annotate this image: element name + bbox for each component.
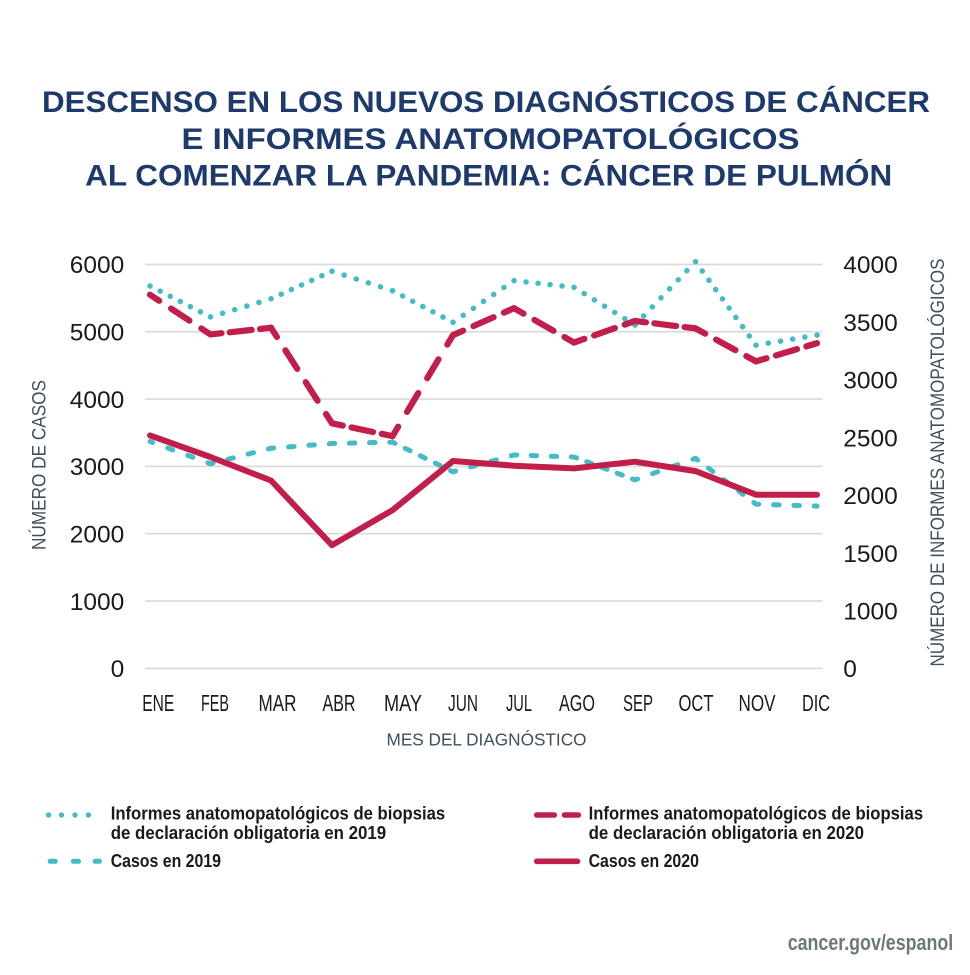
svg-text:Casos en 2020: Casos en 2020 <box>589 851 699 871</box>
svg-text:3000: 3000 <box>843 368 898 395</box>
svg-text:6000: 6000 <box>70 252 125 279</box>
svg-text:MES DEL DIAGNÓSTICO: MES DEL DIAGNÓSTICO <box>387 729 587 750</box>
svg-text:de declaración obligatoria en: de declaración obligatoria en 2019 <box>111 823 386 843</box>
svg-text:0: 0 <box>843 656 857 683</box>
svg-text:ABR: ABR <box>323 690 356 716</box>
svg-text:2500: 2500 <box>843 425 898 452</box>
svg-text:2000: 2000 <box>70 522 125 549</box>
svg-text:1000: 1000 <box>70 589 125 616</box>
svg-text:Informes anatomopatológicos de: Informes anatomopatológicos de biopsias <box>111 803 446 823</box>
svg-text:AGO: AGO <box>559 690 595 716</box>
svg-text:OCT: OCT <box>679 690 714 716</box>
svg-text:NOV: NOV <box>739 690 776 716</box>
svg-text:0: 0 <box>111 656 125 683</box>
svg-text:4000: 4000 <box>843 252 898 279</box>
svg-text:AL COMENZAR LA PANDEMIA: CÁNCE: AL COMENZAR LA PANDEMIA: CÁNCER DE PULMÓ… <box>85 158 892 192</box>
svg-text:ENE: ENE <box>142 690 174 716</box>
svg-text:JUL: JUL <box>506 690 532 716</box>
svg-text:E INFORMES ANATOMOPATOLÓGICOS: E INFORMES ANATOMOPATOLÓGICOS <box>182 122 800 156</box>
svg-text:SEP: SEP <box>623 690 653 716</box>
svg-text:JUN: JUN <box>448 690 478 716</box>
svg-text:5000: 5000 <box>70 320 125 347</box>
svg-text:Casos en 2019: Casos en 2019 <box>111 851 221 871</box>
svg-text:de declaración obligatoria en: de declaración obligatoria en 2020 <box>589 823 864 843</box>
svg-text:NÚMERO DE INFORMES ANATOMOPATO: NÚMERO DE INFORMES ANATOMOPATOLÓGICOS <box>927 259 949 667</box>
svg-text:DIC: DIC <box>802 690 830 716</box>
svg-text:1000: 1000 <box>843 599 898 626</box>
svg-text:4000: 4000 <box>70 387 125 414</box>
svg-text:Informes anatomopatológicos de: Informes anatomopatológicos de biopsias <box>589 803 924 823</box>
svg-text:DESCENSO EN LOS NUEVOS DIAGNÓS: DESCENSO EN LOS NUEVOS DIAGNÓSTICOS DE C… <box>42 85 930 119</box>
svg-text:3000: 3000 <box>70 454 125 481</box>
svg-text:cancer.gov/espanol: cancer.gov/espanol <box>788 930 954 955</box>
svg-text:2000: 2000 <box>843 483 898 510</box>
svg-text:NÚMERO DE CASOS: NÚMERO DE CASOS <box>29 380 51 550</box>
svg-text:1500: 1500 <box>843 541 898 568</box>
svg-text:FEB: FEB <box>201 690 229 716</box>
svg-text:3500: 3500 <box>843 310 898 337</box>
svg-text:MAY: MAY <box>384 690 422 716</box>
svg-text:MAR: MAR <box>259 690 297 716</box>
